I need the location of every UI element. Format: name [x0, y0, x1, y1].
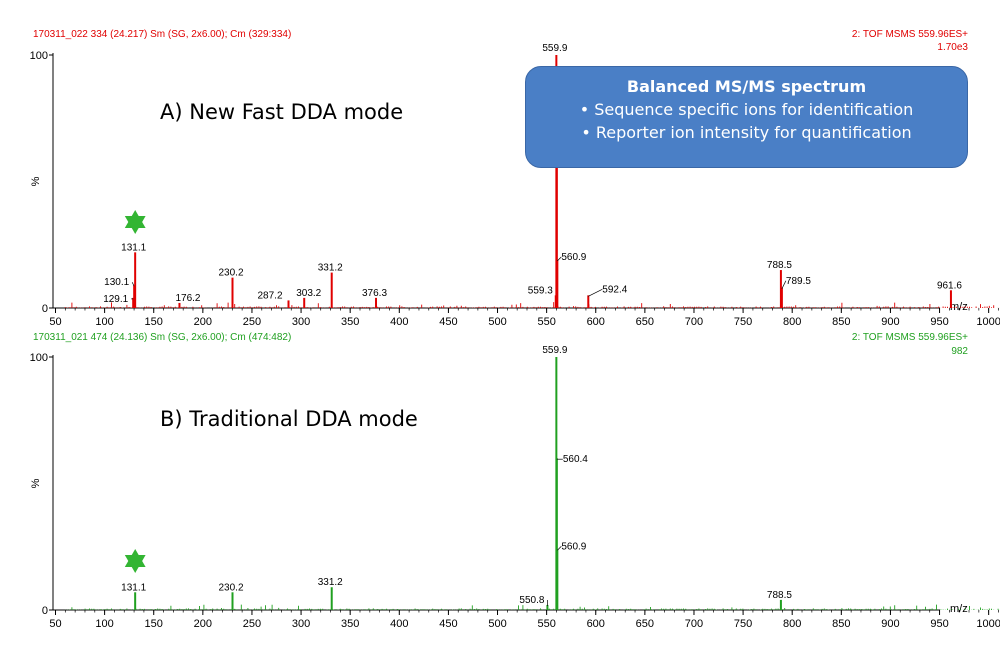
- peak-label: 303.2: [296, 288, 321, 299]
- info-box-title: Balanced MS/MS spectrum: [626, 77, 867, 96]
- star-icon: [124, 210, 146, 234]
- info-box-item: • Sequence specific ions for identificat…: [579, 100, 914, 119]
- peak-label: 376.3: [362, 288, 387, 299]
- peak-label: 560.9: [561, 252, 586, 263]
- x-tick-label: 750: [734, 618, 752, 630]
- x-tick-label: 250: [243, 316, 261, 328]
- x-tick-label: 350: [341, 316, 359, 328]
- peak-label: 129.1: [103, 294, 128, 305]
- peak-label: 131.1: [121, 582, 146, 593]
- peak-label: 559.3: [528, 285, 553, 296]
- baseline-noise: [64, 302, 1000, 308]
- y-tick-label: 0: [42, 303, 48, 315]
- header-left: 170311_021 474 (24.136) Sm (SG, 2x6.00);…: [33, 332, 291, 343]
- x-tick-label: 350: [341, 618, 359, 630]
- x-tick-label: 450: [439, 618, 457, 630]
- x-tick-label: 600: [587, 316, 605, 328]
- x-tick-label: 400: [390, 316, 408, 328]
- x-tick-label: 950: [930, 618, 948, 630]
- peak-leader: [557, 256, 562, 262]
- peak-label: 559.9: [542, 345, 567, 356]
- x-tick-label: 650: [636, 618, 654, 630]
- peak-label: 788.5: [767, 260, 792, 271]
- peak-label: 287.2: [257, 290, 282, 301]
- panel-label: A) New Fast DDA mode: [160, 100, 403, 124]
- peak-label: 788.5: [767, 590, 792, 601]
- peak-label: 130.1: [104, 277, 129, 288]
- y-axis-label: %: [30, 176, 42, 186]
- x-tick-label: 500: [488, 316, 506, 328]
- x-tick-label: 400: [390, 618, 408, 630]
- peak-label: 550.8: [519, 595, 544, 606]
- peak-label: 560.9: [561, 541, 586, 552]
- header-right: 2: TOF MSMS 559.96ES+: [852, 29, 968, 40]
- peak-label: 592.4: [602, 284, 627, 295]
- x-tick-label: 650: [636, 316, 654, 328]
- x-tick-label: 150: [145, 618, 163, 630]
- peak-leader: [557, 546, 562, 551]
- x-tick-label: 100: [95, 316, 113, 328]
- x-tick-label: 450: [439, 316, 457, 328]
- peak-label: 331.2: [318, 577, 343, 588]
- x-axis-label: m/z: [950, 301, 968, 313]
- y-tick-label: 100: [30, 352, 48, 364]
- header-left: 170311_022 334 (24.217) Sm (SG, 2x6.00);…: [33, 29, 291, 40]
- info-box-item: • Reporter ion intensity for quantificat…: [581, 123, 912, 142]
- intensity-scale: 1.70e3: [937, 42, 968, 53]
- x-tick-label: 300: [292, 316, 310, 328]
- x-tick-label: 800: [783, 618, 801, 630]
- x-tick-label: 550: [537, 618, 555, 630]
- x-tick-label: 100: [95, 618, 113, 630]
- peak-label: 131.1: [121, 242, 146, 253]
- star-icon-part: [124, 555, 146, 573]
- x-tick-label: 700: [685, 618, 703, 630]
- x-tick-label: 900: [881, 316, 899, 328]
- x-tick-label: 800: [783, 316, 801, 328]
- header-right: 2: TOF MSMS 559.96ES+: [852, 332, 968, 343]
- x-tick-label: 850: [832, 618, 850, 630]
- y-tick-label: 100: [30, 50, 48, 62]
- x-tick-label: 200: [194, 316, 212, 328]
- baseline-noise: [64, 604, 1000, 610]
- info-box: Balanced MS/MS spectrum • Sequence speci…: [525, 66, 968, 168]
- x-tick-label: 900: [881, 618, 899, 630]
- x-tick-label: 700: [685, 316, 703, 328]
- peak-label: 176.2: [175, 293, 200, 304]
- peak-leader: [588, 289, 603, 297]
- panel-label: B) Traditional DDA mode: [160, 407, 418, 431]
- peak-label: 230.2: [219, 268, 244, 279]
- x-tick-label: 250: [243, 618, 261, 630]
- x-tick-label: 750: [734, 316, 752, 328]
- peak-leader: [131, 282, 135, 287]
- peak-label: 331.2: [318, 263, 343, 274]
- peak-label: 559.9: [542, 43, 567, 54]
- x-tick-label: 950: [930, 316, 948, 328]
- x-tick-label: 300: [292, 618, 310, 630]
- peak-label: 560.4: [563, 454, 588, 465]
- peak-label: 961.6: [937, 280, 962, 291]
- star-icon-part: [124, 216, 146, 234]
- peak-label: 789.5: [786, 276, 811, 287]
- x-tick-label: 50: [49, 316, 61, 328]
- x-tick-label: 1000: [976, 618, 1000, 630]
- peak-label: 230.2: [219, 582, 244, 593]
- x-tick-label: 850: [832, 316, 850, 328]
- x-tick-label: 1000: [976, 316, 1000, 328]
- x-tick-label: 150: [145, 316, 163, 328]
- peak-leader: [781, 280, 787, 289]
- x-tick-label: 600: [587, 618, 605, 630]
- y-tick-label: 0: [42, 605, 48, 617]
- x-tick-label: 200: [194, 618, 212, 630]
- x-tick-label: 50: [49, 618, 61, 630]
- star-icon: [124, 549, 146, 573]
- y-axis-label: %: [30, 478, 42, 488]
- x-tick-label: 550: [537, 316, 555, 328]
- intensity-scale: 982: [951, 346, 968, 357]
- x-tick-label: 500: [488, 618, 506, 630]
